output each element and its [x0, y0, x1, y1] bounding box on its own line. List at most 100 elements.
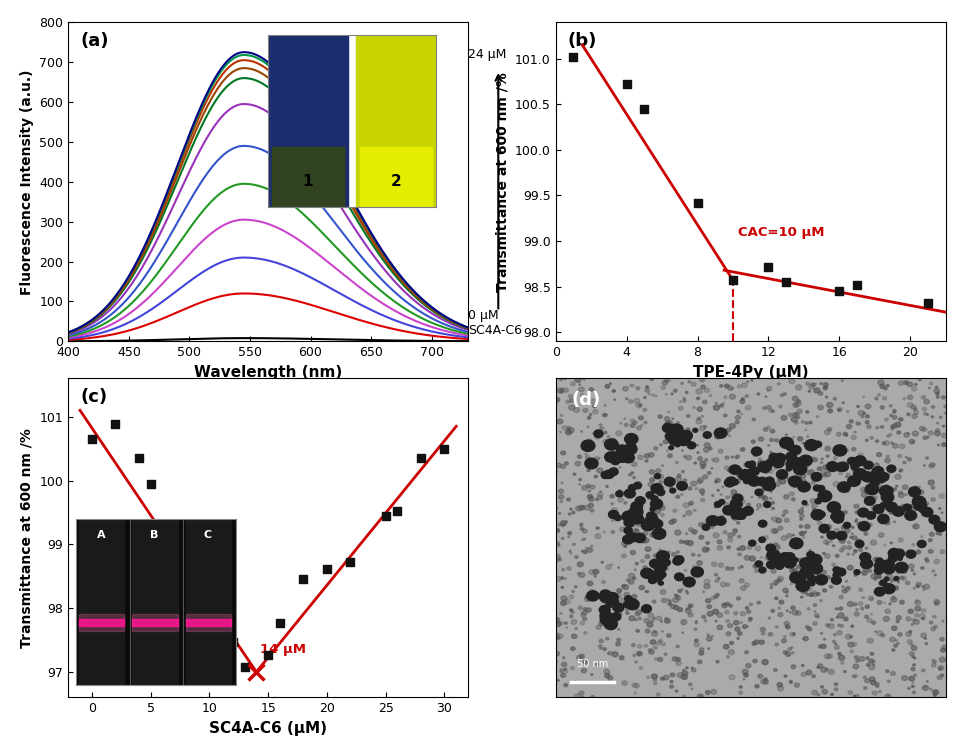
Circle shape — [624, 601, 633, 608]
Circle shape — [725, 433, 728, 436]
Circle shape — [624, 603, 627, 604]
Circle shape — [810, 575, 815, 579]
Circle shape — [863, 413, 865, 414]
Circle shape — [699, 489, 705, 493]
Circle shape — [883, 617, 889, 621]
Circle shape — [936, 396, 939, 398]
Point — [131, 452, 146, 464]
Circle shape — [791, 606, 795, 610]
Circle shape — [731, 479, 738, 485]
Circle shape — [568, 513, 570, 515]
Circle shape — [806, 463, 808, 464]
Circle shape — [781, 536, 787, 540]
Circle shape — [675, 594, 677, 596]
Circle shape — [601, 614, 612, 625]
Circle shape — [804, 525, 810, 528]
Circle shape — [648, 577, 656, 583]
Circle shape — [837, 433, 841, 436]
Circle shape — [715, 428, 726, 439]
Circle shape — [781, 555, 794, 565]
Circle shape — [752, 418, 756, 421]
Circle shape — [834, 482, 839, 487]
Circle shape — [945, 413, 947, 414]
Circle shape — [627, 524, 631, 527]
Circle shape — [647, 493, 653, 498]
Circle shape — [918, 506, 927, 513]
Point — [619, 79, 635, 91]
Circle shape — [806, 436, 808, 437]
Circle shape — [818, 511, 825, 517]
Circle shape — [838, 607, 842, 610]
Circle shape — [932, 660, 934, 661]
Circle shape — [737, 410, 740, 413]
Circle shape — [900, 577, 904, 580]
Circle shape — [674, 605, 679, 610]
Circle shape — [653, 678, 656, 681]
Circle shape — [934, 600, 940, 604]
Circle shape — [561, 414, 563, 416]
Circle shape — [585, 458, 598, 469]
Circle shape — [878, 533, 884, 537]
Circle shape — [742, 669, 748, 674]
Circle shape — [623, 585, 629, 589]
Circle shape — [866, 415, 870, 418]
Circle shape — [762, 480, 775, 490]
Circle shape — [662, 464, 664, 467]
Circle shape — [717, 489, 720, 491]
Circle shape — [840, 485, 846, 490]
Circle shape — [922, 586, 924, 588]
Circle shape — [915, 614, 918, 617]
Circle shape — [658, 571, 666, 578]
Circle shape — [882, 564, 895, 574]
Circle shape — [698, 695, 704, 699]
Circle shape — [922, 407, 926, 411]
Circle shape — [817, 694, 820, 696]
Circle shape — [693, 509, 696, 511]
Circle shape — [766, 462, 768, 463]
Circle shape — [830, 585, 833, 588]
Circle shape — [610, 596, 613, 598]
Circle shape — [835, 643, 837, 645]
Circle shape — [555, 507, 558, 509]
Circle shape — [817, 487, 819, 488]
Circle shape — [751, 440, 756, 443]
Circle shape — [716, 594, 720, 596]
Circle shape — [711, 689, 717, 694]
Circle shape — [931, 416, 934, 418]
Circle shape — [730, 494, 734, 498]
Circle shape — [635, 606, 639, 608]
Circle shape — [817, 617, 819, 618]
Circle shape — [800, 596, 803, 598]
Circle shape — [703, 591, 705, 593]
Circle shape — [797, 576, 805, 583]
Circle shape — [887, 680, 890, 683]
Circle shape — [604, 452, 617, 462]
Circle shape — [587, 548, 593, 552]
Circle shape — [770, 430, 775, 433]
Circle shape — [706, 516, 719, 526]
Circle shape — [660, 486, 664, 489]
Circle shape — [845, 587, 850, 591]
Circle shape — [931, 627, 936, 631]
Circle shape — [775, 562, 784, 569]
Circle shape — [731, 490, 737, 494]
Circle shape — [909, 564, 915, 568]
Circle shape — [560, 390, 564, 393]
Circle shape — [729, 424, 735, 429]
Circle shape — [771, 609, 774, 612]
Circle shape — [615, 453, 628, 462]
Circle shape — [828, 502, 840, 513]
Circle shape — [836, 554, 838, 557]
Circle shape — [882, 442, 885, 444]
Circle shape — [834, 634, 837, 636]
Circle shape — [879, 485, 883, 488]
Circle shape — [796, 401, 801, 406]
Circle shape — [823, 552, 825, 554]
Circle shape — [911, 504, 916, 508]
Circle shape — [759, 437, 763, 441]
Circle shape — [840, 661, 844, 664]
Circle shape — [612, 390, 615, 393]
Circle shape — [759, 520, 767, 527]
Circle shape — [739, 691, 743, 695]
Circle shape — [591, 695, 595, 699]
